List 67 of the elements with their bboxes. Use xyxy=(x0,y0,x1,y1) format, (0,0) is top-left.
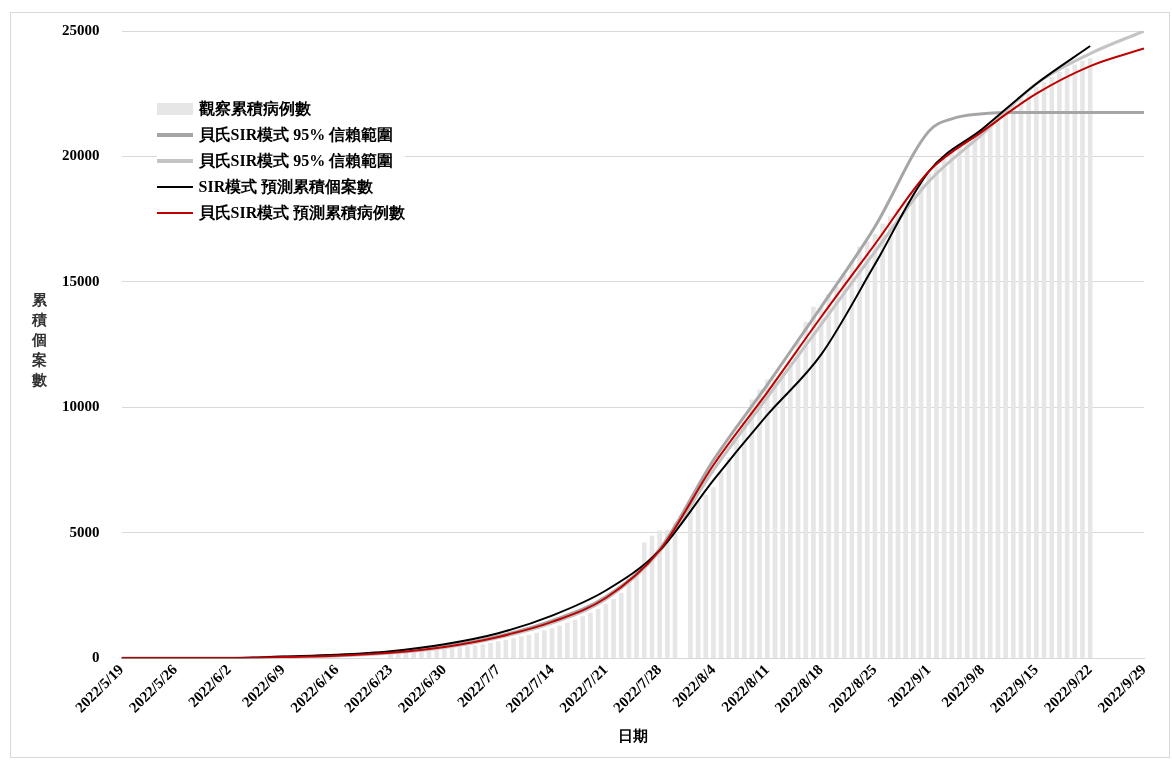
legend-label: 貝氏SIR模式 95% 信賴範圍 xyxy=(198,150,394,171)
legend-label: 貝氏SIR模式 95% 信賴範圍 xyxy=(198,124,394,145)
bar xyxy=(926,173,932,659)
y-axis-title: 累積個案數 xyxy=(30,291,48,390)
bar xyxy=(534,632,539,659)
bar xyxy=(780,371,785,659)
bar xyxy=(588,612,593,659)
bar xyxy=(1034,87,1039,659)
bar xyxy=(557,625,563,659)
y-tick-label: 10000 xyxy=(62,398,100,415)
bar xyxy=(1010,104,1016,659)
bar xyxy=(1087,58,1093,659)
y-tick-label: 0 xyxy=(92,649,100,666)
bar xyxy=(688,507,693,659)
bar xyxy=(457,647,463,659)
bar xyxy=(1080,60,1085,659)
legend-label: 貝氏SIR模式 預測累積病例數 xyxy=(198,202,406,223)
bar xyxy=(934,166,939,659)
y-tick-label: 25000 xyxy=(62,21,100,38)
bar xyxy=(611,598,616,659)
bar xyxy=(1072,64,1078,659)
bar xyxy=(1057,72,1062,659)
bar xyxy=(488,642,493,659)
bar xyxy=(887,216,893,659)
bar xyxy=(542,630,547,659)
bar xyxy=(442,648,447,659)
y-tick-label: 20000 xyxy=(62,147,100,164)
bar xyxy=(741,422,747,659)
bar xyxy=(864,241,870,659)
bar xyxy=(641,542,647,659)
y-tick-label: 15000 xyxy=(62,272,100,289)
bar xyxy=(788,361,793,659)
bar xyxy=(903,201,908,659)
bar xyxy=(964,139,970,659)
bar xyxy=(580,616,586,659)
bar xyxy=(911,191,916,659)
bar xyxy=(734,439,739,659)
bar xyxy=(764,379,770,659)
bar xyxy=(711,487,716,659)
bar xyxy=(757,389,762,659)
bar xyxy=(634,570,639,659)
bar xyxy=(518,636,524,659)
bar xyxy=(703,494,709,659)
bar xyxy=(1026,93,1032,659)
bar xyxy=(1049,77,1055,659)
bar xyxy=(987,123,993,659)
bar xyxy=(419,650,424,659)
bar xyxy=(811,306,816,659)
bar xyxy=(565,622,570,659)
bar xyxy=(495,641,501,659)
legend-label: 觀察累積病例數 xyxy=(198,98,311,119)
bar xyxy=(618,592,624,659)
bar xyxy=(465,646,470,659)
bar xyxy=(434,649,440,659)
x-axis-title: 日期 xyxy=(617,727,648,744)
bar xyxy=(665,529,670,659)
bar xyxy=(826,294,832,659)
bar xyxy=(880,223,885,659)
bar xyxy=(957,146,962,659)
bar xyxy=(511,638,516,659)
bar xyxy=(803,321,809,659)
legend-label: SIR模式 預測累積個案數 xyxy=(198,176,374,197)
bar xyxy=(834,286,839,659)
bar xyxy=(657,530,662,659)
bar xyxy=(857,246,862,659)
bar xyxy=(949,152,955,659)
y-tick-label: 5000 xyxy=(69,523,100,540)
